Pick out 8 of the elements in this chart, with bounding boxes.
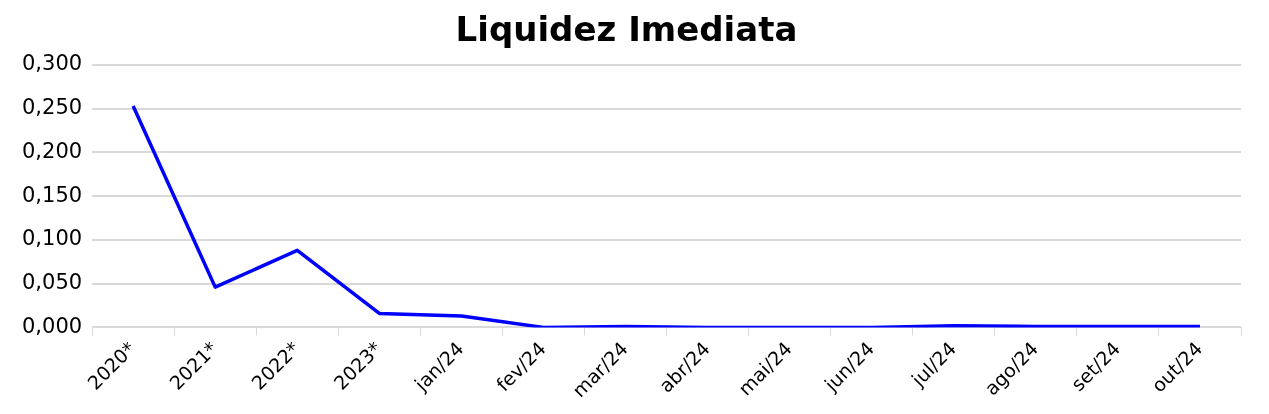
y-tick-label: 0,250 — [21, 95, 83, 120]
y-tick-label: 0,300 — [21, 51, 83, 76]
y-tick-label: 0,200 — [21, 138, 83, 163]
y-tick-label: 0,050 — [21, 270, 83, 295]
y-tick-label: 0,150 — [21, 182, 83, 207]
chart-title: Liquidez Imediata — [455, 9, 798, 50]
y-tick-label: 0,100 — [21, 226, 83, 251]
y-tick-label: 0,000 — [21, 313, 83, 338]
